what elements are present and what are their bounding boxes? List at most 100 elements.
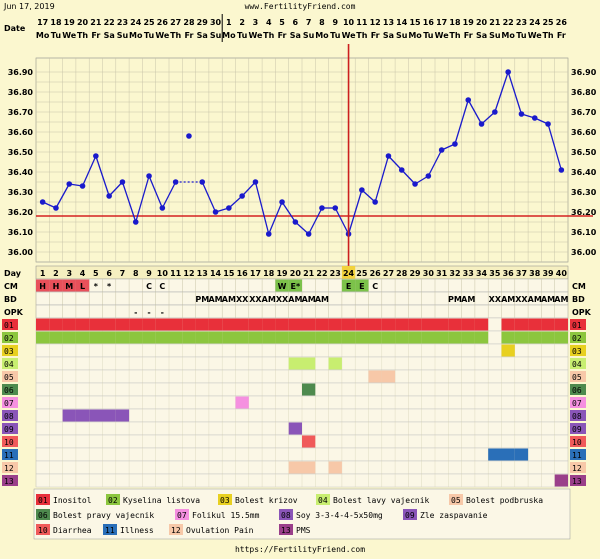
temp-point	[199, 179, 206, 185]
day-number: 4	[80, 269, 86, 278]
cm-value: E*	[291, 282, 301, 291]
symptom-mark	[49, 318, 63, 331]
symptom-mark	[62, 409, 76, 422]
temp-point	[452, 141, 458, 147]
symptom-code-swatch-left	[2, 436, 18, 447]
legend-entry: Zle zaspavanie	[420, 511, 488, 520]
temp-segment	[81, 155, 97, 187]
day-number: 40	[556, 269, 568, 278]
temp-segment	[294, 221, 310, 235]
weekday-label: Fr	[464, 31, 473, 40]
bd-value: XX	[515, 295, 528, 304]
date-label: 17	[37, 18, 48, 27]
symptom-mark	[155, 331, 169, 344]
legend-swatch	[175, 509, 189, 520]
temp-point	[265, 231, 272, 237]
symptom-mark	[169, 318, 183, 331]
temp-point	[465, 97, 472, 103]
y-tick-left: 36.60	[8, 128, 34, 137]
symptom-mark	[275, 331, 289, 344]
temp-segment	[95, 155, 110, 197]
symptom-mark	[75, 331, 90, 344]
symptom-mark	[89, 409, 103, 422]
site-url[interactable]: www.FertilityFriend.com	[244, 2, 356, 11]
symptom-code-right: 11	[572, 451, 582, 460]
temp-point	[239, 193, 245, 199]
temp-point	[305, 231, 312, 237]
legend-swatch	[403, 509, 417, 520]
temp-point	[106, 193, 112, 199]
weekday-label: Th	[263, 31, 274, 40]
symptom-code-left: 04	[4, 360, 14, 369]
legend-entry: Bolest pravy vajecnik	[53, 511, 154, 520]
date-label: 18	[50, 18, 62, 27]
weekday-label: Mo	[315, 31, 329, 40]
day-number: 16	[237, 269, 249, 278]
y-tick-left: 36.90	[8, 68, 34, 77]
legend-code: 11	[105, 526, 115, 535]
legend-entry: Illness	[120, 526, 154, 535]
date-label: 28	[183, 18, 195, 27]
date-label: 22	[503, 18, 514, 27]
weekday-label: We	[155, 31, 170, 40]
symptom-code-right: 10	[572, 438, 582, 447]
symptom-mark	[208, 318, 223, 331]
symptom-mark	[355, 331, 369, 344]
temp-point	[425, 173, 432, 179]
symptom-mark	[288, 318, 302, 331]
weekday-label: Tu	[237, 31, 248, 40]
temp-point	[226, 205, 232, 211]
symptom-code-right: 04	[572, 360, 582, 369]
symptom-mark	[288, 331, 302, 344]
symptom-mark	[275, 318, 289, 331]
weekday-label: Tu	[144, 31, 155, 40]
day-number: 13	[197, 269, 208, 278]
symptom-mark	[474, 318, 489, 331]
y-tick-right: 36.10	[571, 228, 597, 237]
date-label: 16	[423, 18, 435, 27]
legend-swatch	[279, 509, 293, 520]
symptom-mark	[129, 318, 143, 331]
date-label: 19	[64, 18, 76, 27]
date-label: 25	[542, 18, 554, 27]
y-tick-left: 36.30	[8, 188, 34, 197]
cm-cell	[355, 279, 369, 292]
symptom-mark	[142, 318, 156, 331]
temp-segment	[135, 175, 150, 223]
date-label: 20	[476, 18, 488, 27]
legend-swatch	[449, 494, 463, 505]
temp-segment	[281, 201, 296, 223]
symptom-mark	[501, 448, 515, 461]
weekday-label: Su	[489, 31, 501, 40]
temp-point	[558, 167, 565, 173]
symptom-mark	[435, 318, 449, 331]
symptom-mark	[421, 331, 435, 344]
symptom-code-left: 05	[4, 373, 14, 382]
date-label: 3	[253, 18, 259, 27]
symptom-mark	[222, 331, 236, 344]
symptom-mark	[89, 331, 103, 344]
temp-point	[212, 209, 219, 215]
symptom-code-swatch-left	[2, 397, 18, 408]
temp-segment	[454, 99, 469, 145]
symptom-mark	[75, 318, 90, 331]
symptom-code-swatch-left	[2, 475, 18, 486]
day-number: 24	[343, 269, 355, 278]
bd-value: XX	[249, 295, 262, 304]
weekday-label: Tu	[330, 31, 341, 40]
y-tick-right: 36.70	[571, 108, 597, 117]
day-number: 9	[146, 269, 152, 278]
date-label: 24	[130, 18, 142, 27]
temp-point	[531, 115, 538, 121]
day-number: 3	[66, 269, 72, 278]
bd-value: AM	[222, 295, 236, 304]
legend-swatch	[106, 494, 120, 505]
temp-segment	[308, 207, 323, 235]
temp-segment	[467, 99, 483, 125]
symptom-code-left: 12	[4, 464, 14, 473]
symptom-mark	[501, 318, 515, 331]
y-tick-left: 36.20	[8, 208, 34, 217]
symptom-mark	[381, 370, 396, 383]
footer-url[interactable]: https://FertilityFriend.com	[234, 545, 366, 554]
legend-code: 07	[177, 511, 187, 520]
